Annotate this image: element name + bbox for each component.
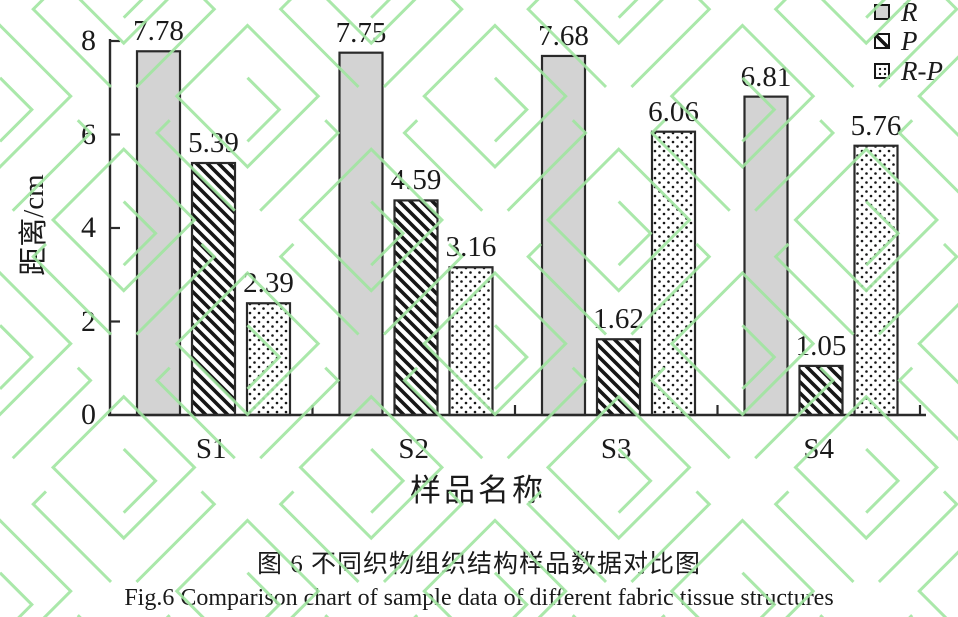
bar-R-S1 bbox=[135, 50, 182, 417]
bar-value-label: 7.78 bbox=[133, 15, 184, 48]
bar-value-label: 3.16 bbox=[445, 231, 497, 264]
legend-swatch-solid-icon bbox=[874, 4, 890, 20]
bar-R-S2 bbox=[338, 51, 384, 417]
x-category-label: S4 bbox=[803, 433, 835, 465]
legend-swatch-dots-icon bbox=[874, 63, 890, 79]
y-tick-label: 2 bbox=[81, 304, 96, 338]
bar-P-S4 bbox=[798, 364, 844, 417]
bar-R-P-S4 bbox=[853, 144, 899, 417]
bar-R-S3 bbox=[540, 54, 587, 417]
bar-chart: 7.78 5.39 2.39 7.75 4.59 3.16 7.68 1.62 6.06 6.81… bbox=[18, 0, 943, 508]
y-tick-label: 8 bbox=[81, 24, 96, 57]
bar-value-label: 7.75 bbox=[335, 16, 387, 49]
caption-chinese: 图 6 不同织物组织结构样品数据对比图 bbox=[256, 551, 701, 578]
bar-R-P-S3 bbox=[650, 130, 697, 417]
x-category-label: S1 bbox=[195, 433, 227, 465]
bar-value-label: 5.39 bbox=[188, 127, 239, 160]
bar-value-label: 1.05 bbox=[795, 329, 847, 362]
y-tick-label: 0 bbox=[81, 398, 96, 431]
legend-swatch-hatch-icon bbox=[874, 33, 890, 49]
legend-item-P: P bbox=[874, 26, 918, 56]
legend-label: R-P bbox=[901, 56, 943, 86]
legend-label: R bbox=[901, 0, 918, 27]
bar-R-P-S1 bbox=[245, 302, 292, 417]
caption-english: Fig.6 Comparison chart of sample data of… bbox=[124, 585, 834, 611]
bar-value-label: 6.81 bbox=[740, 60, 792, 93]
bar-value-label: 4.59 bbox=[390, 164, 442, 197]
bar-value-label: 5.76 bbox=[850, 109, 902, 142]
bar-R-S4 bbox=[743, 95, 789, 417]
bar-R-P-S2 bbox=[448, 266, 494, 417]
bar-value-label: 1.62 bbox=[593, 303, 644, 336]
x-category-label: S3 bbox=[600, 433, 632, 465]
x-axis-title: 样品名称 bbox=[410, 473, 546, 508]
y-axis-title: 距离/cm bbox=[18, 174, 50, 276]
x-category-label: S2 bbox=[398, 433, 430, 465]
bar-value-label: 2.39 bbox=[243, 267, 294, 300]
legend-item-R-P: R-P bbox=[874, 56, 943, 86]
bar-value-label: 6.06 bbox=[648, 95, 699, 128]
bar-P-S3 bbox=[595, 338, 642, 417]
legend-label: P bbox=[901, 26, 918, 56]
legend-item-R: R bbox=[874, 0, 918, 27]
bar-value-label: 7.68 bbox=[538, 19, 589, 52]
